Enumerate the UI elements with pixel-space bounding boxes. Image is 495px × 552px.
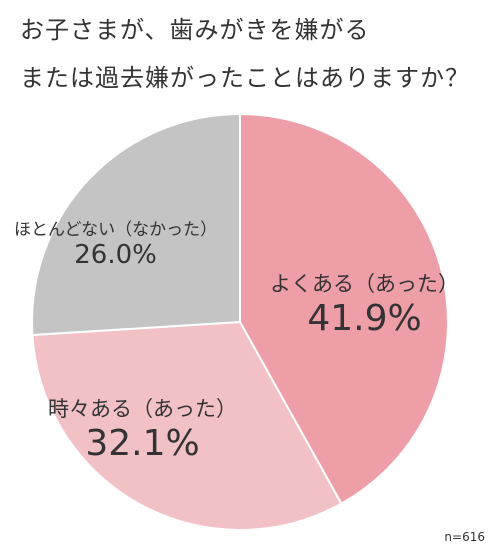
chart-title-line-1: お子さまが、歯みがきを嫌がる [20, 16, 370, 44]
slice-name-often: よくある（あった） [270, 272, 459, 296]
slice-value-rarely: 26.0% [74, 240, 157, 270]
slice-name-rarely: ほとんどない（なかった） [14, 220, 218, 240]
slice-label-sometimes: 時々ある（あった） 32.1% [48, 393, 237, 464]
sample-size-note: n=616 [444, 530, 485, 544]
slice-label-often: よくある（あった） 41.9% [270, 268, 459, 339]
pie-slice-sometimes [31, 320, 343, 531]
slice-name-sometimes: 時々ある（あった） [48, 397, 237, 421]
pie-slice-often [239, 112, 449, 506]
slice-label-rarely: ほとんどない（なかった） 26.0% [14, 215, 217, 270]
slice-value-often: 41.9% [307, 298, 422, 339]
chart-title-line-2: または過去嫌がったことはありますか？ [20, 64, 470, 92]
pie-slices [31, 112, 449, 531]
pie-slice-rarely [31, 112, 241, 337]
slice-value-sometimes: 32.1% [85, 423, 200, 464]
